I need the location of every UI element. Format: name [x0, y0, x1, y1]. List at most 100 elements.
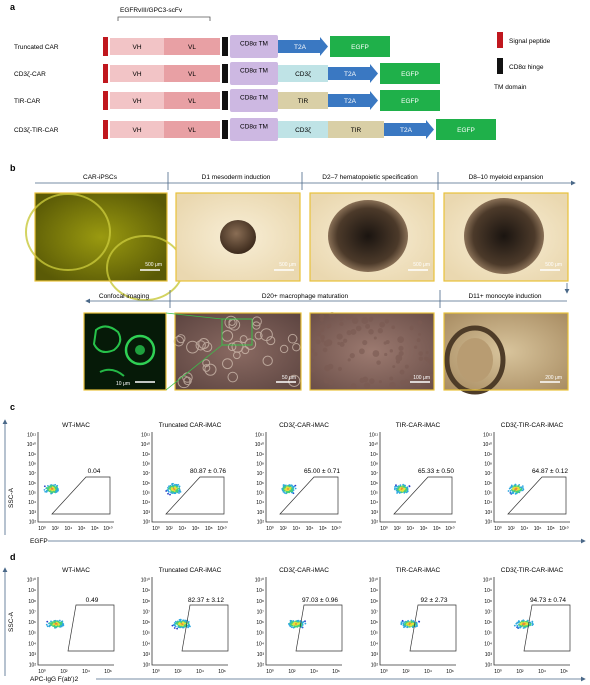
- event-dot: [44, 490, 47, 493]
- event-dot: [507, 490, 510, 492]
- event-dot: [525, 622, 528, 625]
- event-dot: [411, 623, 414, 626]
- event-dot: [171, 490, 173, 493]
- event-dot: [415, 622, 418, 625]
- event-dot: [282, 485, 285, 488]
- event-dot: [521, 485, 524, 487]
- gate: [279, 476, 339, 515]
- x-tick-label: 10⁰: [494, 526, 502, 532]
- vl-label: VL: [188, 71, 196, 78]
- scale-bar-label: 500 μm: [145, 262, 162, 268]
- y-tick-label: 10⁷: [257, 609, 265, 615]
- gate-percentage: 65.00 ± 0.71: [304, 468, 340, 475]
- event-dot: [510, 492, 513, 495]
- image-car-ipscs: 500 μm: [25, 192, 184, 301]
- construct-name: CD3ζ-TIR-CAR: [14, 127, 59, 134]
- y-tick-label: 10³: [143, 652, 151, 658]
- event-dot: [294, 484, 297, 487]
- event-dot: [46, 620, 49, 623]
- event-dot: [173, 492, 176, 495]
- construct-row: CD3ζ-TIR-CAR VH VL CD8α TM CD3ζ TIR T2A EGFP: [14, 118, 496, 141]
- event-dot: [519, 626, 521, 629]
- x-tick-label: 10⁸: [91, 526, 99, 532]
- event-dot: [396, 485, 399, 488]
- x-tick-label: 10¹⁰: [445, 526, 454, 532]
- vh-label: VH: [132, 71, 141, 78]
- event-dot: [174, 483, 176, 486]
- event-dot: [400, 623, 403, 626]
- event-dot: [182, 622, 185, 625]
- event-dot: [403, 488, 406, 491]
- scale-bar-label: 500 μm: [545, 262, 562, 268]
- event-dot: [523, 623, 525, 626]
- event-dot: [175, 622, 178, 625]
- gate-percentage: 82.37 ± 3.12: [188, 597, 224, 604]
- y-tick-label: 10²: [257, 520, 265, 526]
- y-tick-label: 10²: [485, 520, 493, 526]
- event-dot: [51, 489, 54, 492]
- event-dot: [43, 488, 46, 491]
- event-dot: [181, 626, 184, 629]
- event-dot: [532, 623, 534, 626]
- tm-domain: [230, 35, 278, 58]
- y-tick-label: 10¹⁰: [369, 442, 378, 448]
- y-tick-label: 10¹⁰: [27, 442, 36, 448]
- legend-signal-swatch: [497, 32, 503, 48]
- event-dot: [403, 621, 405, 624]
- event-dot: [410, 621, 413, 624]
- event-dot: [406, 490, 409, 493]
- flow-plot-title: TIR-CAR-iMAC: [396, 422, 441, 429]
- event-dot: [402, 622, 405, 625]
- event-dot: [291, 621, 294, 624]
- stage-label: D1 mesoderm induction: [202, 174, 271, 181]
- y-tick-label: 10⁹: [256, 452, 264, 458]
- cd8a-hinge: [222, 120, 228, 139]
- event-dot: [400, 488, 403, 491]
- y-tick-label: 10⁹: [484, 588, 492, 594]
- signal-peptide: [103, 64, 108, 83]
- event-dot: [292, 620, 295, 622]
- y-axis-title: SSC-A: [8, 487, 15, 508]
- y-tick-label: 10²: [29, 663, 37, 669]
- gate: [507, 476, 567, 515]
- tir-domain-label: TIR: [351, 127, 362, 134]
- event-dot: [301, 622, 304, 624]
- flow-plot-title: CD3ζ-CAR-iMAC: [279, 422, 329, 429]
- y-tick-label: 10⁶: [142, 620, 150, 626]
- event-dot: [531, 620, 534, 623]
- event-dot: [399, 487, 402, 489]
- image-macrophage: 100 μm: [309, 312, 435, 391]
- y-tick-label: 10³: [257, 510, 265, 516]
- event-dot: [516, 488, 519, 491]
- event-dot: [173, 622, 176, 624]
- t2a-label: T2A: [344, 71, 357, 78]
- event-dot: [46, 625, 49, 628]
- event-dot: [58, 619, 61, 622]
- event-dot: [519, 623, 522, 626]
- event-dot: [521, 487, 524, 489]
- flow-plot-axes: [151, 577, 228, 666]
- event-dot: [286, 486, 289, 489]
- event-dot: [408, 623, 411, 625]
- y-tick-label: 10⁵: [28, 631, 36, 637]
- y-tick-label: 10⁵: [256, 491, 264, 497]
- event-dot: [400, 621, 403, 624]
- vh-domain: [110, 92, 164, 109]
- vh-domain: [110, 38, 164, 55]
- event-dot: [177, 483, 180, 486]
- event-dot: [403, 625, 406, 627]
- event-dot: [282, 490, 285, 493]
- x-tick-label: 10⁶: [192, 526, 200, 532]
- x-tick-label: 10²: [288, 669, 296, 675]
- event-dot: [178, 486, 181, 488]
- event-dot: [404, 490, 407, 493]
- y-tick-label: 10²: [257, 663, 265, 669]
- t2a-arrow: [278, 37, 328, 56]
- event-dot: [175, 484, 178, 487]
- event-dot: [517, 487, 520, 489]
- x-tick-label: 10⁰: [152, 669, 160, 675]
- event-dot: [414, 625, 417, 628]
- y-tick-label: 10⁸: [484, 462, 492, 468]
- event-dot: [167, 492, 169, 495]
- flow-plot-axes: [37, 577, 114, 666]
